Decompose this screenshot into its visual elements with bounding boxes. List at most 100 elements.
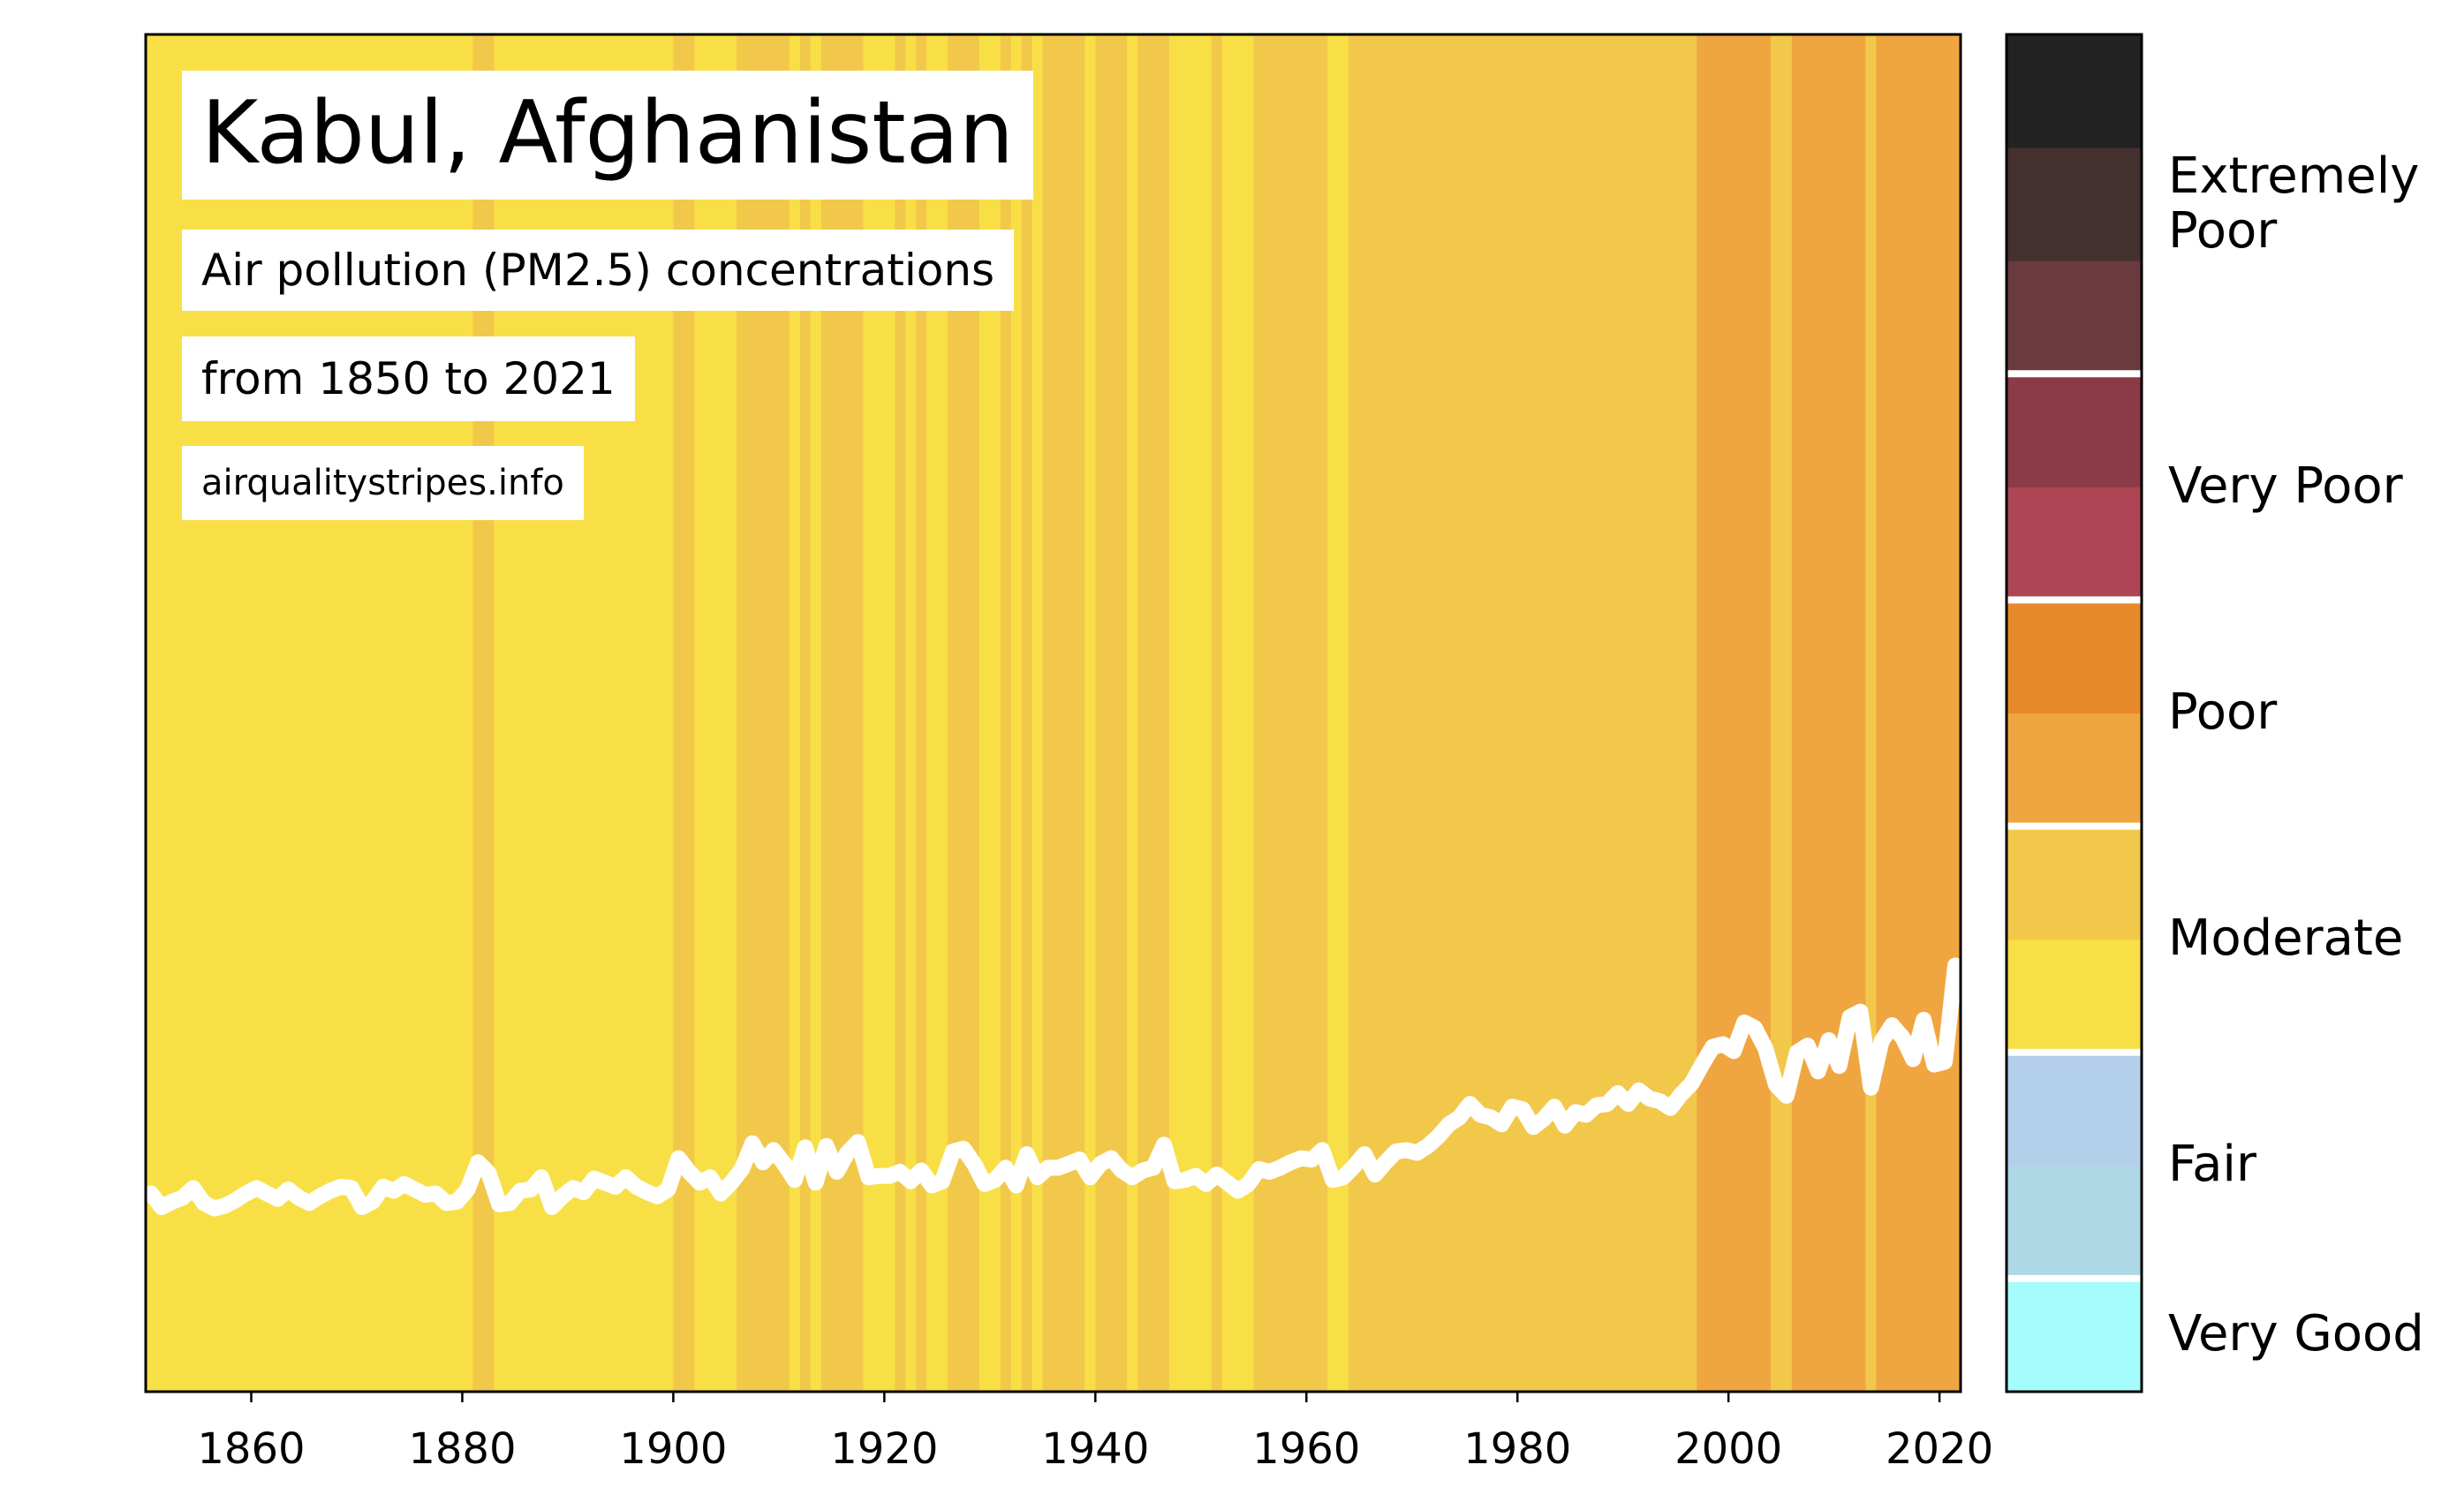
stripe	[1686, 34, 1697, 1392]
stripe	[1802, 34, 1814, 1392]
stripe	[1127, 34, 1138, 1392]
legend-label: Moderate	[2168, 910, 2404, 968]
stripe	[1644, 34, 1656, 1392]
x-tick-label: 1960	[1252, 1424, 1360, 1474]
x-tick-label: 2020	[1886, 1424, 1993, 1474]
stripe	[662, 34, 674, 1392]
stripe	[1918, 34, 1930, 1392]
stripe	[715, 34, 727, 1392]
stripe	[1000, 34, 1012, 1392]
stripe	[884, 34, 896, 1392]
legend-label: Poor	[2168, 683, 2278, 741]
stripe	[1379, 34, 1392, 1392]
colorbar-band	[2007, 147, 2142, 261]
stripe	[1138, 34, 1149, 1392]
stripe	[1306, 34, 1318, 1392]
stripe	[705, 34, 716, 1392]
stripe	[1718, 34, 1729, 1392]
stripe	[1063, 34, 1075, 1392]
stripe	[1612, 34, 1624, 1392]
stripe	[1432, 34, 1445, 1392]
stripe	[989, 34, 1001, 1392]
stripe	[1707, 34, 1719, 1392]
stripe	[1116, 34, 1128, 1392]
stripe	[1401, 34, 1413, 1392]
pm25-line	[146, 957, 1961, 1217]
stripe	[1622, 34, 1635, 1392]
stripe	[1580, 34, 1592, 1392]
stripe	[968, 34, 980, 1392]
stripe	[1053, 34, 1065, 1392]
stripe	[1865, 34, 1878, 1392]
x-tick-label: 1920	[830, 1424, 938, 1474]
colorbar-band	[2007, 487, 2142, 600]
stripe	[916, 34, 927, 1392]
stripe	[1908, 34, 1919, 1392]
stripe	[1517, 34, 1529, 1392]
stripe	[166, 34, 178, 1392]
stripe	[1042, 34, 1054, 1392]
stripe	[820, 34, 833, 1392]
stripe	[905, 34, 917, 1392]
stripe	[1549, 34, 1561, 1392]
chart-title: Kabul, Afghanistan	[182, 71, 1033, 200]
stripe	[1654, 34, 1667, 1392]
stripe	[1074, 34, 1085, 1392]
stripe	[1485, 34, 1497, 1392]
stripe	[1200, 34, 1213, 1392]
stripe	[1833, 34, 1846, 1392]
source-label: airqualitystripes.info	[182, 446, 584, 520]
stripe	[737, 34, 748, 1392]
stripe	[1221, 34, 1234, 1392]
stripe	[146, 34, 157, 1392]
stripe	[694, 34, 706, 1392]
legend-label: Very Good	[2168, 1305, 2424, 1363]
legend-label: Fair	[2168, 1136, 2256, 1194]
stripe	[1697, 34, 1708, 1392]
stripe	[1095, 34, 1107, 1392]
stripe	[948, 34, 959, 1392]
stripe	[1243, 34, 1255, 1392]
stripe	[1464, 34, 1477, 1392]
stripe	[1443, 34, 1455, 1392]
stripe	[1569, 34, 1582, 1392]
stripe	[1876, 34, 1887, 1392]
stripe	[1728, 34, 1740, 1392]
stripe	[852, 34, 865, 1392]
chart-subtitle: Air pollution (PM2.5) concentrations	[182, 230, 1015, 311]
stripe	[1770, 34, 1782, 1392]
plot-frame	[144, 33, 1962, 1393]
colorbar-band	[2007, 34, 2142, 148]
x-tick-label: 1940	[1041, 1424, 1149, 1474]
stripe	[799, 34, 812, 1392]
stripe	[1327, 34, 1339, 1392]
stripe	[1750, 34, 1761, 1392]
colorbar-frame	[2005, 33, 2143, 1393]
stripe	[1168, 34, 1181, 1392]
x-tick-label: 1860	[197, 1424, 305, 1474]
stripe	[641, 34, 654, 1392]
colorbar-band	[2007, 260, 2142, 374]
stripe	[747, 34, 759, 1392]
legend-label: Very Poor	[2168, 457, 2403, 515]
stripe	[1886, 34, 1898, 1392]
stripe	[757, 34, 769, 1392]
colorbar-band	[2007, 374, 2142, 487]
stripe	[842, 34, 854, 1392]
colorbar-band	[2007, 939, 2142, 1053]
stripe	[1759, 34, 1772, 1392]
stripe	[1538, 34, 1550, 1392]
stripe	[1296, 34, 1307, 1392]
stripe	[1369, 34, 1381, 1392]
stripe	[1528, 34, 1539, 1392]
stripe	[1010, 34, 1023, 1392]
stripe	[1665, 34, 1677, 1392]
x-tick-label: 1900	[619, 1424, 727, 1474]
stripe	[1929, 34, 1940, 1392]
stripe	[979, 34, 991, 1392]
stripe	[1158, 34, 1170, 1392]
stripe	[1274, 34, 1286, 1392]
stripe	[1253, 34, 1266, 1392]
x-tick-label: 1880	[408, 1424, 516, 1474]
